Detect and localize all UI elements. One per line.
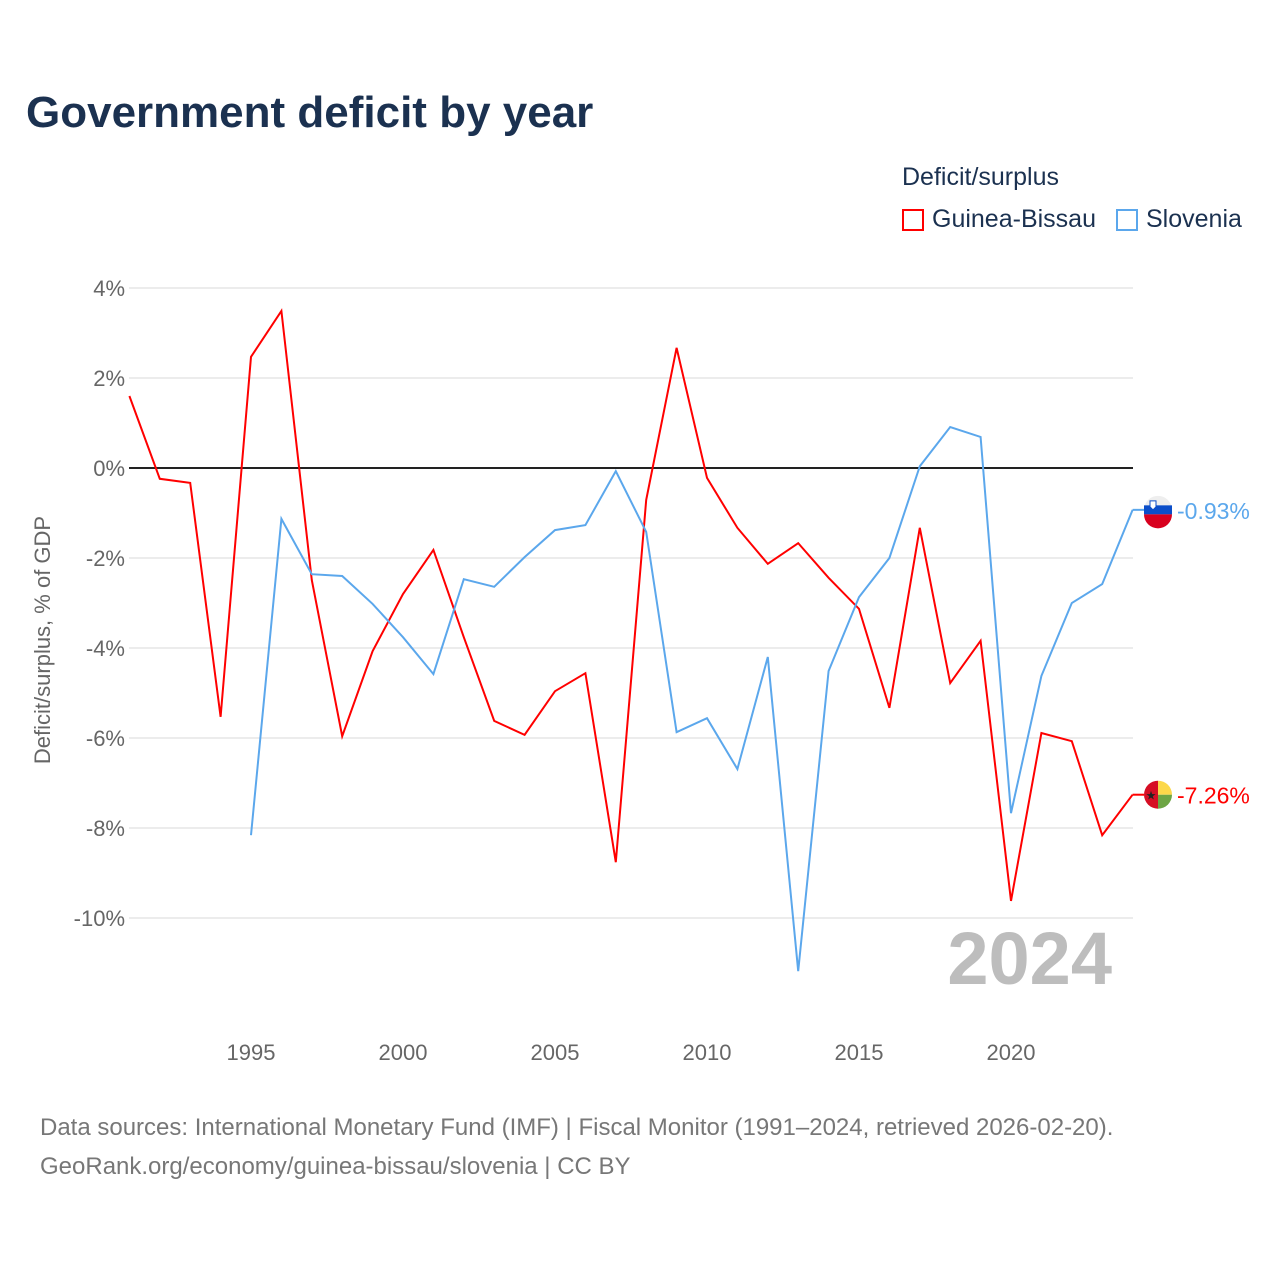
legend-label: Guinea-Bissau (932, 205, 1096, 233)
y-tick-label: 0% (93, 456, 125, 481)
flag-emblem (1149, 500, 1157, 511)
series-line-guinea-bissau (128, 308, 1134, 902)
chart-title: Government deficit by year (26, 88, 594, 137)
flag-stripe (1158, 794, 1172, 809)
legend-title: Deficit/surplus (902, 163, 1059, 191)
flag-stripe (1158, 780, 1172, 795)
x-tick-label: 2020 (987, 1040, 1036, 1065)
y-tick-label: -2% (86, 546, 125, 571)
x-tick-label: 2005 (531, 1040, 580, 1065)
series-line-slovenia (250, 425, 1134, 972)
legend-swatch (902, 208, 924, 231)
legend-swatch (1116, 208, 1138, 231)
y-tick-label: 2% (93, 366, 125, 391)
source-note: Data sources: International Monetary Fun… (40, 1108, 1113, 1186)
x-tick-label: 1995 (227, 1040, 276, 1065)
x-tick-label: 2010 (683, 1040, 732, 1065)
y-tick-label: 4% (93, 276, 125, 301)
x-tick-label: 2015 (835, 1040, 884, 1065)
flag-stripe (1144, 514, 1172, 529)
guinea-bissau-flag-icon (1144, 780, 1158, 809)
x-tick-label: 2000 (379, 1040, 428, 1065)
source-line: Data sources: International Monetary Fun… (40, 1114, 1114, 1141)
legend-item-slovenia[interactable]: Slovenia (1116, 205, 1242, 234)
y-tick-label: -6% (86, 726, 125, 751)
source-link[interactable]: GeoRank.org/economy/guinea-bissau/sloven… (40, 1153, 631, 1180)
end-value-label: -7.26% (1177, 783, 1250, 809)
legend-item-guinea-bissau[interactable]: Guinea-Bissau (902, 205, 1096, 234)
flag-stripe (1144, 505, 1172, 515)
end-value-label: -0.93% (1177, 498, 1250, 524)
y-axis-label: Deficit/surplus, % of GDP (30, 516, 55, 764)
y-tick-label: -8% (86, 816, 125, 841)
legend-label: Slovenia (1146, 205, 1242, 233)
year-watermark: 2024 (947, 917, 1112, 1000)
flag-star: ★ (1146, 789, 1157, 803)
y-tick-label: -10% (74, 906, 125, 931)
y-tick-label: -4% (86, 636, 125, 661)
